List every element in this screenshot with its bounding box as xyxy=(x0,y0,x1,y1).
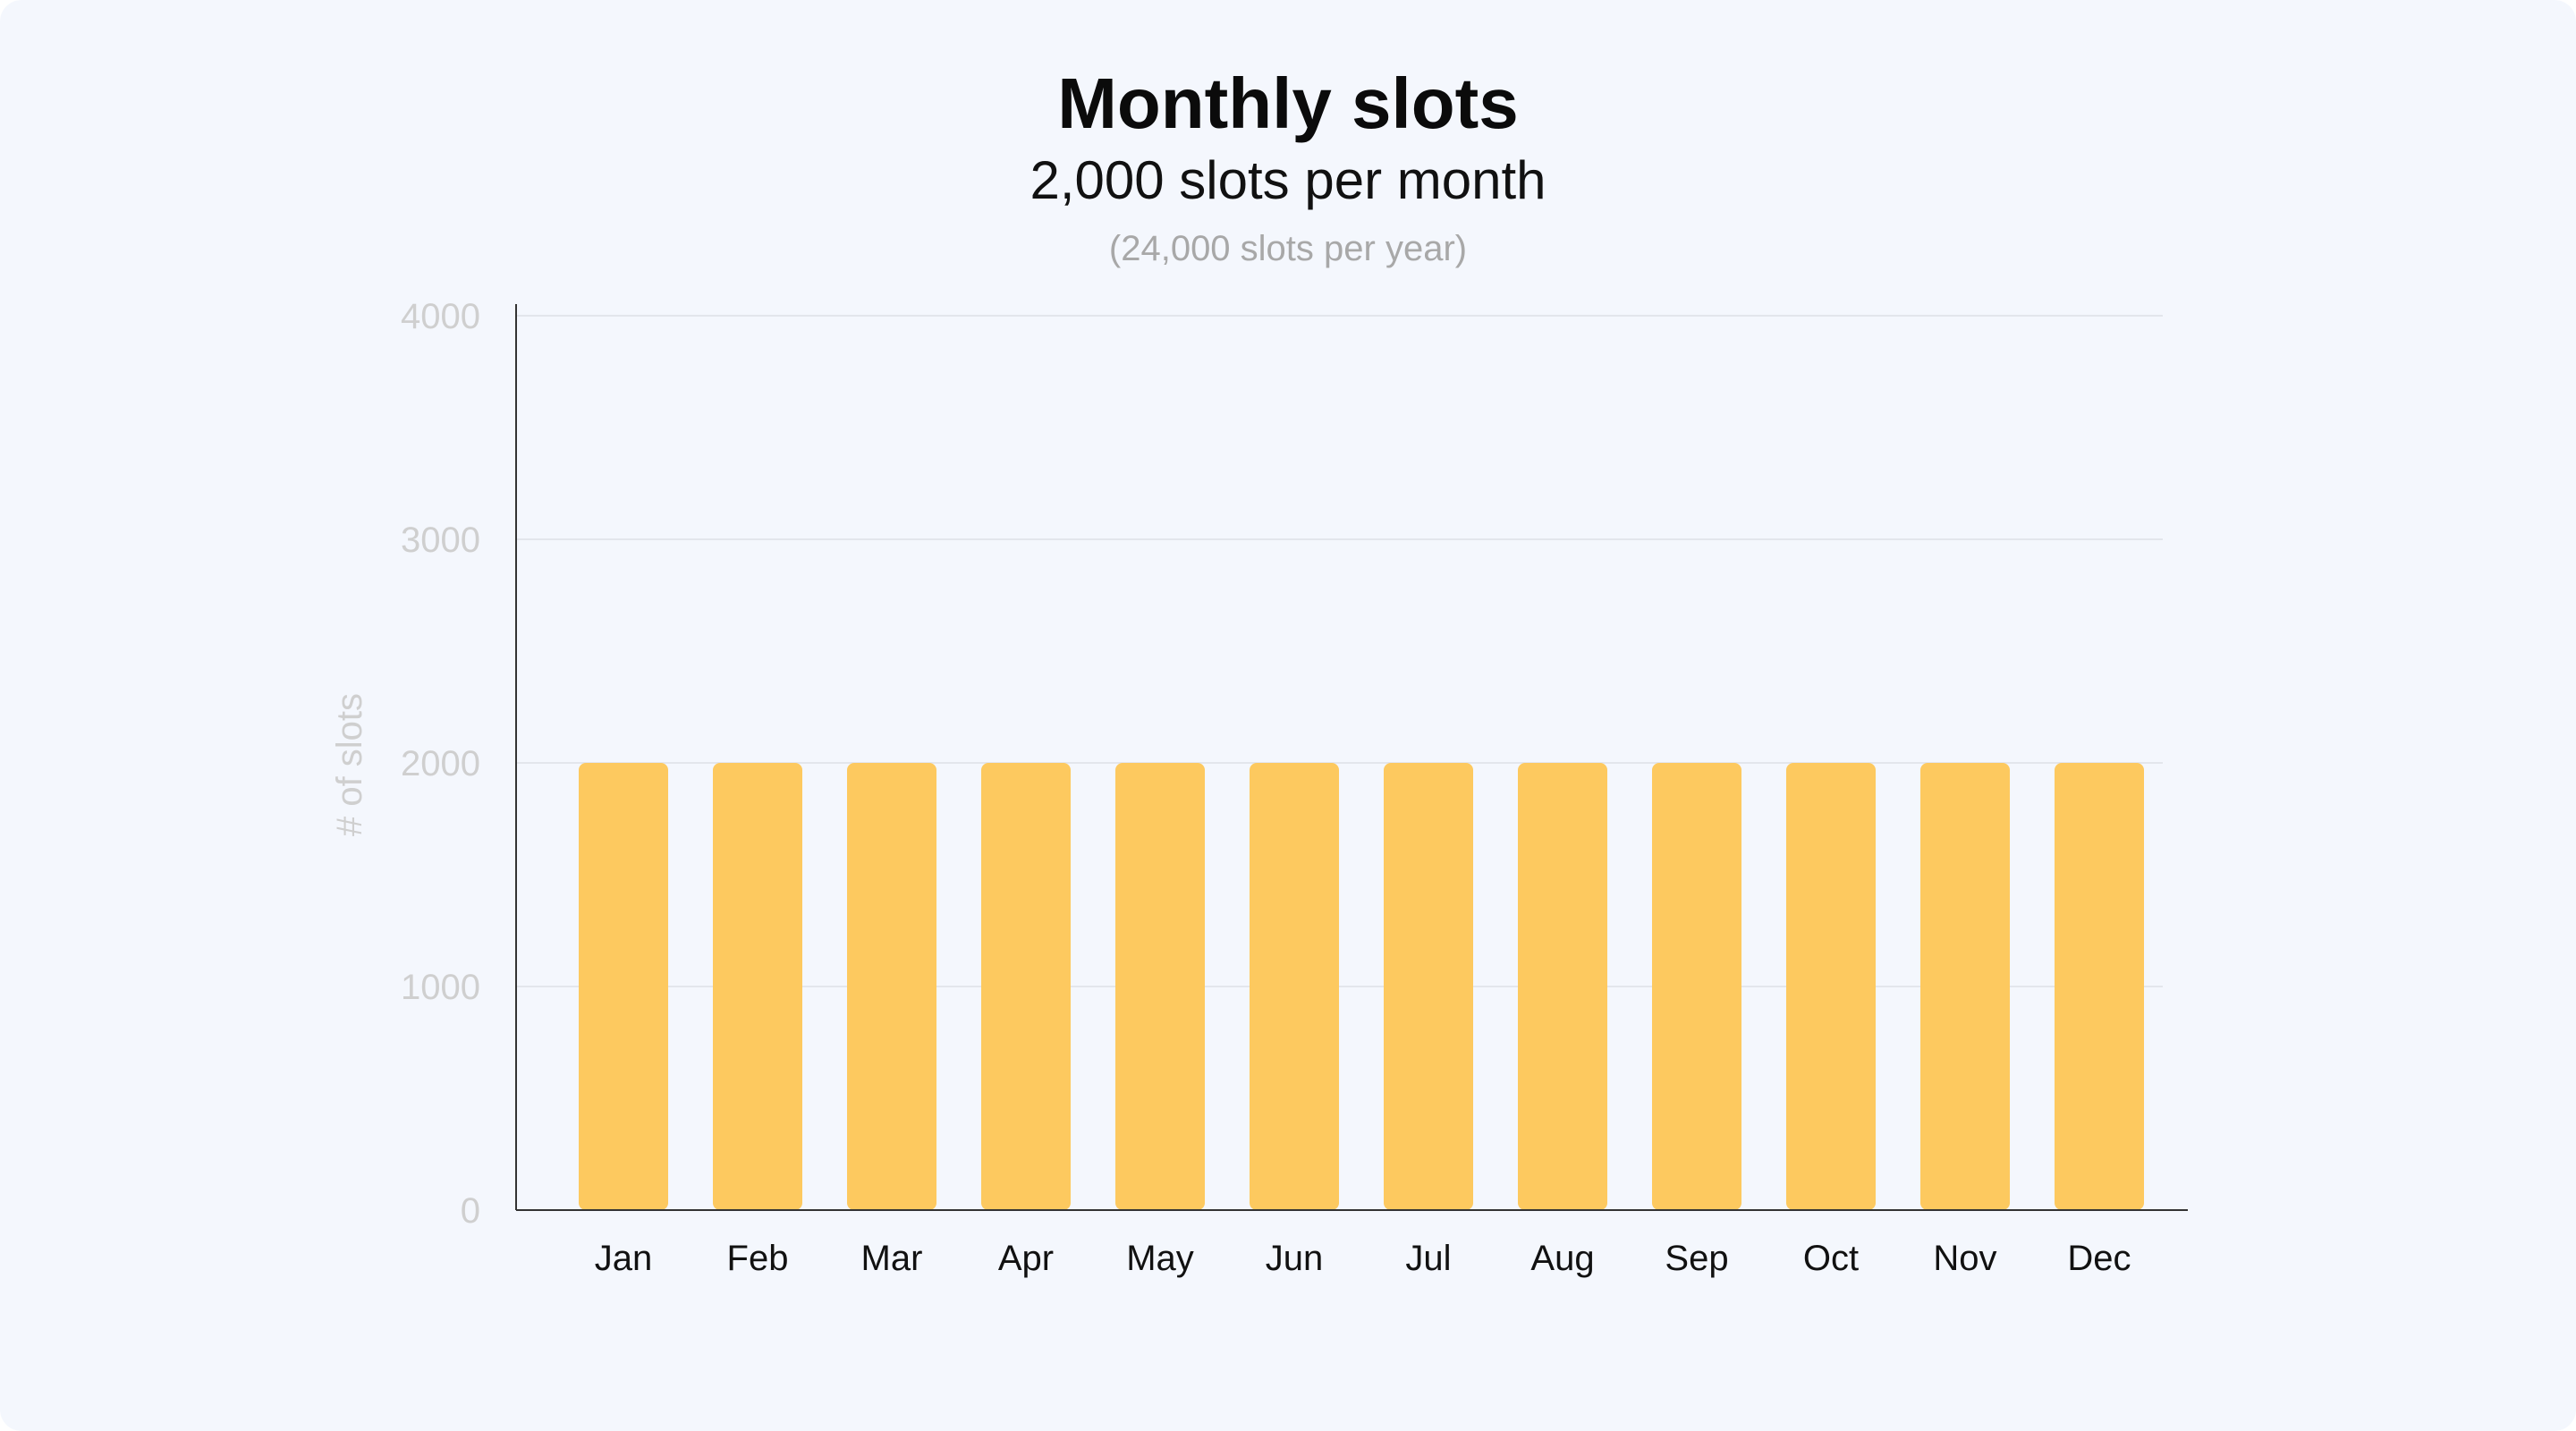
x-tick-label: Jul xyxy=(1405,1239,1451,1278)
chart-note: (24,000 slots per year) xyxy=(1108,229,1468,268)
bar-jul xyxy=(1384,763,1473,1210)
bar-dec xyxy=(2055,763,2144,1210)
bars xyxy=(579,763,2144,1210)
x-tick-label: Jan xyxy=(595,1239,653,1278)
bar-nov xyxy=(1920,763,2010,1210)
bar-apr xyxy=(981,763,1071,1210)
bar-jan xyxy=(579,763,668,1210)
x-tick-label: Dec xyxy=(2067,1239,2131,1278)
x-tick-label: Mar xyxy=(861,1239,923,1278)
bar-oct xyxy=(1786,763,1876,1210)
y-tick-label: 2000 xyxy=(401,744,480,783)
x-tick-label: Oct xyxy=(1803,1239,1859,1278)
y-tick-label: 3000 xyxy=(401,521,480,560)
bar-mar xyxy=(847,763,936,1210)
bar-may xyxy=(1115,763,1205,1210)
y-tick-label: 0 xyxy=(461,1191,480,1231)
chart-subtitle: 2,000 slots per month xyxy=(1030,150,1546,210)
x-tick-label: Aug xyxy=(1530,1239,1594,1278)
x-tick-label: May xyxy=(1126,1239,1194,1278)
y-tick-label: 4000 xyxy=(401,297,480,336)
chart-title: Monthly slots xyxy=(1057,64,1519,143)
x-tick-label: Feb xyxy=(727,1239,789,1278)
bar-feb xyxy=(713,763,802,1210)
axes xyxy=(515,304,2188,1211)
bar-jun xyxy=(1250,763,1339,1210)
y-tick-labels: 0 1000 2000 3000 4000 xyxy=(401,297,480,1231)
bar-aug xyxy=(1518,763,1607,1210)
x-tick-label: Apr xyxy=(998,1239,1054,1278)
x-tick-label: Nov xyxy=(1933,1239,1996,1278)
bar-sep xyxy=(1652,763,1741,1210)
x-tick-label: Sep xyxy=(1665,1239,1728,1278)
y-axis-label: # of slots xyxy=(330,693,369,836)
y-tick-label: 1000 xyxy=(401,968,480,1007)
x-tick-label: Jun xyxy=(1266,1239,1324,1278)
x-tick-labels: Jan Feb Mar Apr May Jun Jul Aug Sep Oct Nov Dec xyxy=(595,1239,2131,1278)
